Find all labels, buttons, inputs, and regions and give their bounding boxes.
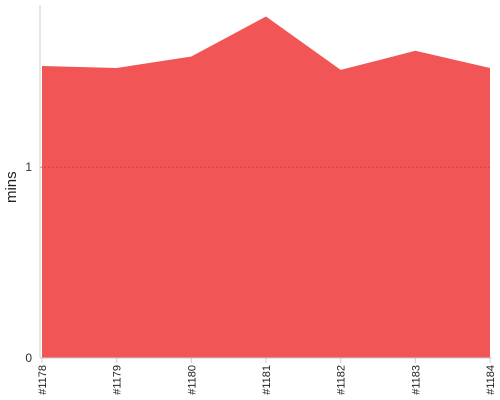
- x-tick-label: #1181: [261, 365, 273, 395]
- x-tick-layer: #1178 #1179 #1180 #1181 #1182 #1183 #1184: [37, 358, 497, 395]
- x-tick-label: #1179: [112, 365, 124, 395]
- x-tick-label: #1184: [485, 365, 497, 395]
- area-series-fill: [42, 16, 490, 359]
- x-tick-label: #1180: [186, 365, 198, 395]
- y-tick-layer: 01: [25, 160, 32, 365]
- y-tick-label: 0: [25, 351, 32, 365]
- x-tick-label: #1183: [410, 365, 422, 395]
- x-tick-label: #1182: [336, 365, 348, 395]
- x-tick-label: #1178: [37, 365, 49, 395]
- area-layer: [42, 16, 490, 359]
- y-axis-label: mins: [3, 171, 20, 203]
- y-tick-label: 1: [25, 160, 32, 174]
